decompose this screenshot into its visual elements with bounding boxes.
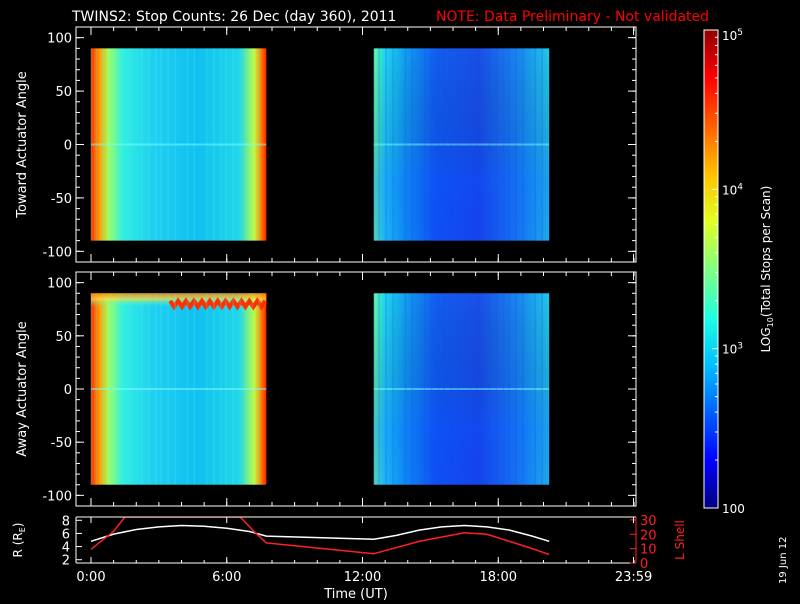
toward-actuator-panel: -100 -50 0 50 100 Toward Actuator Angle: [15, 26, 637, 263]
colorbar-ramp: [703, 29, 719, 509]
figure-title: TWINS2: Stop Counts: 26 Dec (day 360), 2…: [71, 9, 396, 25]
y-tick-label: -50: [51, 436, 72, 451]
x-axis-label: Time (UT): [323, 587, 388, 600]
r-axis-tick-label: 2: [62, 554, 70, 569]
colorbar: 100 103 104 105 LOG10(Total Stops per Scan): [703, 28, 775, 516]
y-tick-label: 0: [64, 383, 72, 398]
r-axis-tick-label: 8: [62, 514, 70, 529]
lshell-axis-tick-label: 0: [640, 557, 648, 572]
lshell-axis-tick-label: 20: [640, 528, 657, 543]
x-tick-label: 12:00: [344, 570, 381, 585]
r-series-line: [90, 524, 550, 543]
preliminary-note: NOTE: Data Preliminary - Not validated: [436, 9, 709, 25]
colorbar-tick-label: 100: [722, 502, 745, 516]
lshell-series-line: [90, 517, 550, 556]
colorbar-tick-label: 105: [722, 28, 743, 43]
r-axis-tick-label: 4: [62, 541, 70, 556]
date-stamp: 19 Jun 12: [778, 537, 789, 584]
y-axis-label: Away Actuator Angle: [15, 321, 30, 456]
x-tick-label: 18:00: [480, 570, 517, 585]
r-axis-label: R (RE): [11, 523, 27, 558]
y-tick-label: 50: [55, 330, 72, 345]
colorbar-label: LOG10(Total Stops per Scan): [759, 186, 775, 353]
y-tick-label: -100: [42, 489, 72, 504]
colorbar-tick-label: 104: [722, 182, 743, 197]
heatmap-hot-band: [168, 297, 267, 311]
x-tick-label: 23:59: [615, 570, 652, 585]
colorbar-tick-label: 103: [722, 342, 743, 357]
lshell-axis-tick-label: 30: [640, 514, 657, 529]
r-axis-tick-label: 6: [62, 527, 70, 542]
y-tick-label: 0: [64, 139, 72, 154]
y-tick-label: -100: [42, 245, 72, 260]
lshell-axis-tick-label: 10: [640, 543, 657, 558]
lshell-axis-label: L Shell: [673, 520, 687, 560]
y-tick-label: 100: [47, 277, 72, 292]
x-tick-label: 0:00: [76, 570, 105, 585]
y-tick-label: 50: [55, 85, 72, 100]
y-tick-label: -50: [51, 192, 72, 207]
y-tick-label: 100: [47, 32, 72, 47]
x-tick-label: 6:00: [212, 570, 241, 585]
away-actuator-panel: -100 -50 0 50 100 Away Actuator Angle: [15, 271, 637, 507]
y-axis-label: Toward Actuator Angle: [15, 71, 30, 218]
